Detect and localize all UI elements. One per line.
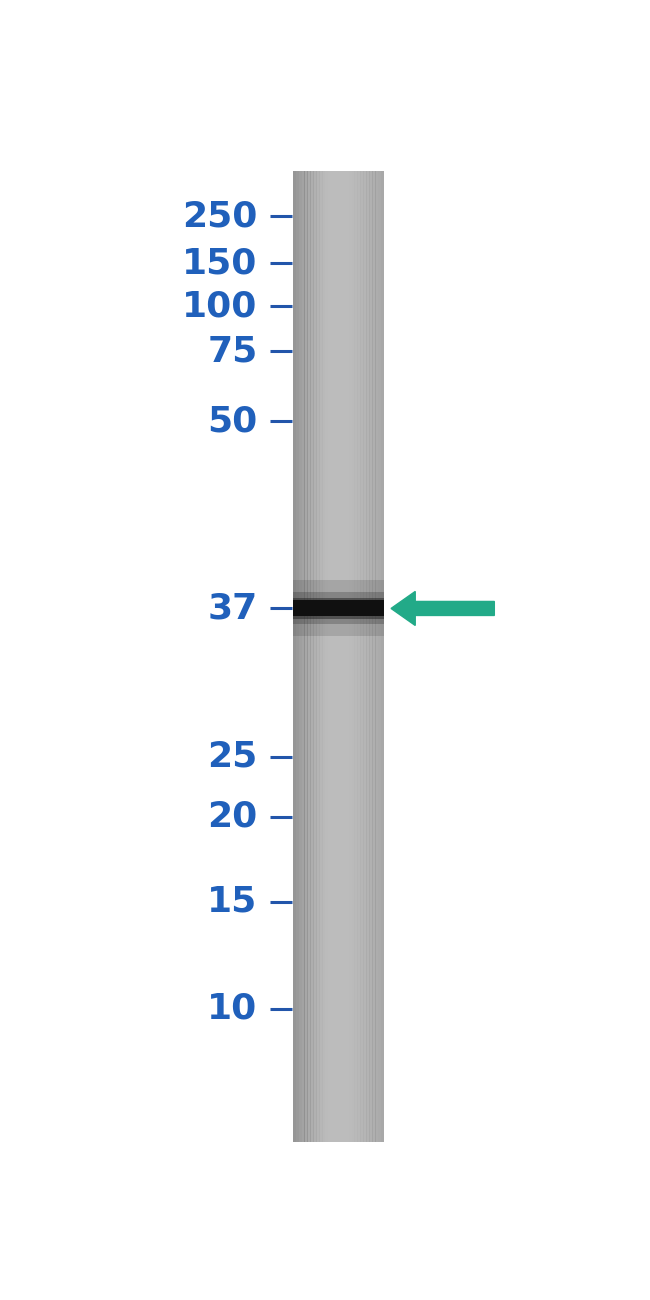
Bar bbox=[354, 172, 358, 1141]
Bar bbox=[360, 172, 364, 1141]
Bar bbox=[292, 172, 384, 1141]
Text: 20: 20 bbox=[207, 800, 257, 833]
Bar bbox=[292, 601, 384, 616]
Bar bbox=[325, 172, 328, 1141]
Bar bbox=[375, 172, 378, 1141]
Bar bbox=[322, 172, 326, 1141]
Text: 75: 75 bbox=[207, 334, 257, 368]
Text: 50: 50 bbox=[207, 404, 257, 438]
Bar bbox=[358, 172, 361, 1141]
Text: 100: 100 bbox=[182, 289, 257, 324]
Bar bbox=[298, 172, 302, 1141]
Bar bbox=[372, 172, 376, 1141]
Bar bbox=[304, 172, 308, 1141]
Bar bbox=[363, 172, 367, 1141]
Bar bbox=[352, 172, 355, 1141]
Bar bbox=[378, 172, 382, 1141]
Text: 10: 10 bbox=[207, 992, 257, 1026]
Bar bbox=[319, 172, 322, 1141]
Bar bbox=[310, 172, 314, 1141]
Bar bbox=[292, 172, 296, 1141]
Text: 37: 37 bbox=[207, 592, 257, 625]
Bar bbox=[292, 580, 384, 637]
Bar bbox=[381, 172, 384, 1141]
Bar bbox=[302, 172, 305, 1141]
Bar bbox=[292, 593, 384, 624]
Bar bbox=[307, 172, 311, 1141]
FancyArrow shape bbox=[391, 592, 494, 625]
Text: 15: 15 bbox=[207, 885, 257, 919]
Text: 150: 150 bbox=[182, 246, 257, 280]
Bar bbox=[369, 172, 372, 1141]
Bar bbox=[366, 172, 370, 1141]
Bar bbox=[292, 598, 384, 619]
Bar bbox=[348, 172, 352, 1141]
Text: 25: 25 bbox=[207, 740, 257, 774]
Bar bbox=[313, 172, 317, 1141]
Bar bbox=[316, 172, 320, 1141]
Text: 250: 250 bbox=[182, 199, 257, 233]
Bar bbox=[296, 172, 300, 1141]
